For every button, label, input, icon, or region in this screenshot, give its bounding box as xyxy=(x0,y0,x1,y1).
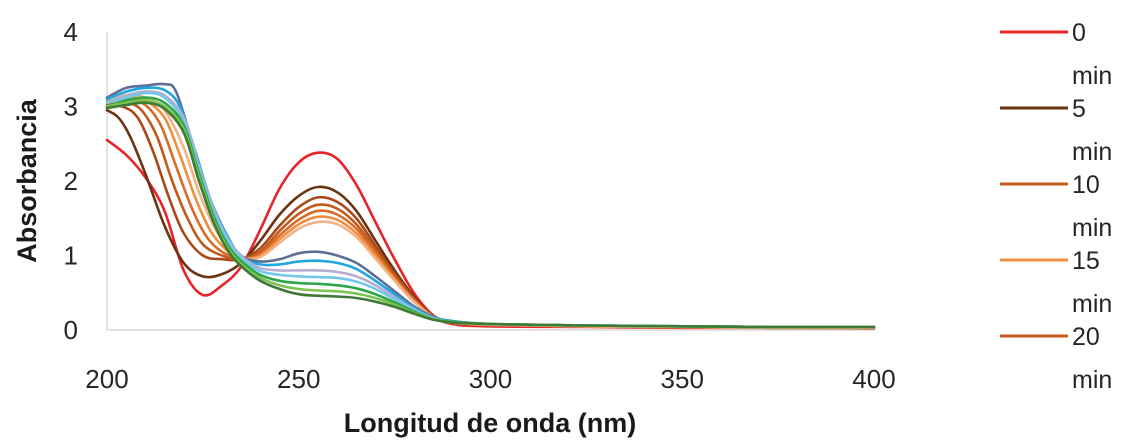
y-tick-label: 3 xyxy=(64,92,78,122)
y-tick-label: 2 xyxy=(64,166,78,196)
y-tick-label: 0 xyxy=(64,315,78,345)
series-line-2 xyxy=(105,104,876,330)
series-group xyxy=(105,82,876,330)
legend-value: 10 xyxy=(1072,171,1100,199)
legend-value: 20 xyxy=(1072,323,1100,351)
x-tick-label: 300 xyxy=(469,364,512,394)
plot-area xyxy=(105,32,876,331)
legend-value: 5 xyxy=(1072,95,1086,123)
series-line-12 xyxy=(105,99,876,329)
legend-unit: min xyxy=(1072,290,1112,318)
series-line-10 xyxy=(105,91,876,329)
legend-unit: min xyxy=(1072,138,1112,166)
y-axis-title: Absorbancia xyxy=(12,98,42,263)
series-line-13 xyxy=(105,101,876,329)
x-axis-title: Longitud de onda (nm) xyxy=(344,408,636,438)
y-tick-label: 4 xyxy=(64,17,78,47)
legend-unit: min xyxy=(1072,214,1112,242)
x-tick-label: 350 xyxy=(661,364,704,394)
series-line-8 xyxy=(105,86,876,329)
series-line-7 xyxy=(105,82,876,329)
x-tick-label: 200 xyxy=(85,364,128,394)
x-tick-label: 400 xyxy=(852,364,895,394)
series-line-1 xyxy=(105,108,876,330)
x-tick-labels: 200 250 300 350 400 xyxy=(85,364,895,394)
legend-unit: min xyxy=(1072,366,1112,394)
y-tick-label: 1 xyxy=(64,241,78,271)
series-line-4 xyxy=(105,97,876,330)
legend-unit: min xyxy=(1072,62,1112,90)
y-tick-labels: 0 1 2 3 4 xyxy=(64,17,78,345)
x-tick-label: 250 xyxy=(277,364,320,394)
series-line-11 xyxy=(105,96,876,329)
series-line-9 xyxy=(105,90,876,329)
legend-value: 15 xyxy=(1072,247,1100,275)
series-line-6 xyxy=(105,93,876,330)
series-line-3 xyxy=(105,101,876,330)
series-line-5 xyxy=(105,96,876,330)
legend-value: 0 xyxy=(1072,19,1086,47)
legend: 0 min 5 min 10 min 15 min 20 min xyxy=(1000,19,1112,394)
